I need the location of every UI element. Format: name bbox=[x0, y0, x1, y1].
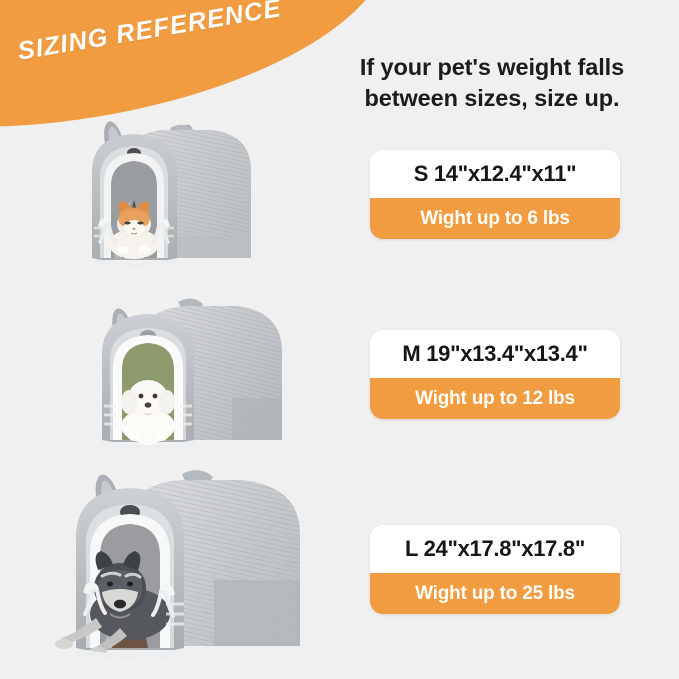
product-image-large bbox=[42, 458, 334, 672]
bow-right bbox=[151, 218, 170, 244]
size-weight-small: Wight up to 6 lbs bbox=[370, 198, 620, 239]
side-stripes bbox=[94, 226, 174, 238]
pet-cat bbox=[109, 201, 159, 259]
pet-white-dog bbox=[121, 380, 175, 445]
size-card-large: L 24"x17.8"x17.8" Wight up to 25 lbs bbox=[370, 525, 620, 614]
side-stripes bbox=[104, 404, 192, 426]
size-dimensions-medium: M 19"x13.4"x13.4" bbox=[370, 330, 620, 378]
bow-left bbox=[98, 218, 117, 244]
size-card-medium: M 19"x13.4"x13.4" Wight up to 12 lbs bbox=[370, 330, 620, 419]
page-headline: If your pet's weight falls between sizes… bbox=[359, 54, 625, 112]
product-image-small bbox=[70, 108, 282, 286]
side-stripes bbox=[166, 602, 184, 626]
product-image-medium bbox=[92, 288, 304, 466]
size-dimensions-large: L 24"x17.8"x17.8" bbox=[370, 525, 620, 573]
size-weight-medium: Wight up to 12 lbs bbox=[370, 378, 620, 419]
size-card-small: S 14"x12.4"x11" Wight up to 6 lbs bbox=[370, 150, 620, 239]
bow-left bbox=[83, 582, 107, 616]
size-dimensions-small: S 14"x12.4"x11" bbox=[370, 150, 620, 198]
size-weight-large: Wight up to 25 lbs bbox=[370, 573, 620, 614]
